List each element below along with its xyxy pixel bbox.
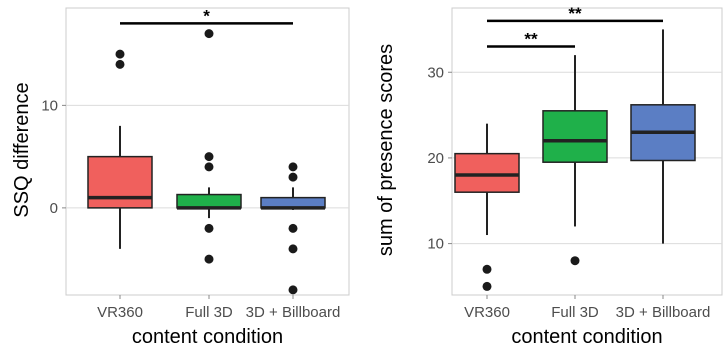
box: [87, 155, 153, 209]
x-tick-label: Full 3D: [185, 304, 233, 321]
box: [542, 110, 608, 163]
y-tick-label: 10: [41, 97, 58, 114]
x-tick-label: Full 3D: [551, 304, 599, 321]
outlier-point: [570, 256, 580, 266]
outlier-point: [482, 264, 492, 274]
y-tick-label: 0: [50, 200, 58, 217]
outlier-point: [288, 172, 298, 182]
outlier-point: [288, 244, 298, 254]
significance-label: *: [203, 6, 210, 25]
outlier-point: [204, 162, 214, 172]
box: [176, 193, 242, 209]
significance-label: **: [524, 30, 538, 49]
presence-panel: 10 20 30 VR360 Full 3D 3D + Billboard ** ** cont…: [375, 4, 723, 348]
x-tick-label: 3D + Billboard: [246, 304, 341, 321]
x-tick-label: VR360: [97, 304, 143, 321]
plot-area: [65, 7, 350, 296]
y-axis-title: sum of presence scores: [375, 44, 397, 256]
outlier-point: [115, 59, 125, 69]
outlier-point: [115, 49, 125, 59]
y-tick-label: 20: [427, 150, 444, 167]
outlier-point: [288, 162, 298, 172]
y-axis-title: SSQ difference: [11, 82, 33, 217]
box: [454, 152, 520, 193]
x-tick-label: VR360: [464, 304, 510, 321]
x-axis-title: content condition: [132, 326, 283, 348]
outlier-point: [482, 281, 492, 291]
outlier-point: [288, 285, 298, 295]
significance-label: **: [568, 4, 582, 23]
x-axis-title: content condition: [511, 326, 662, 348]
outlier-point: [288, 223, 298, 233]
outlier-point: [204, 152, 214, 162]
outlier-point: [204, 223, 214, 233]
x-tick-label: 3D + Billboard: [616, 304, 711, 321]
outlier-point: [204, 29, 214, 39]
ssq-panel: 0 10 VR360 Full 3D 3D + Billboard * content co…: [11, 6, 350, 348]
y-tick-label: 10: [427, 236, 444, 253]
outlier-point: [204, 254, 214, 264]
y-tick-label: 30: [427, 64, 444, 81]
